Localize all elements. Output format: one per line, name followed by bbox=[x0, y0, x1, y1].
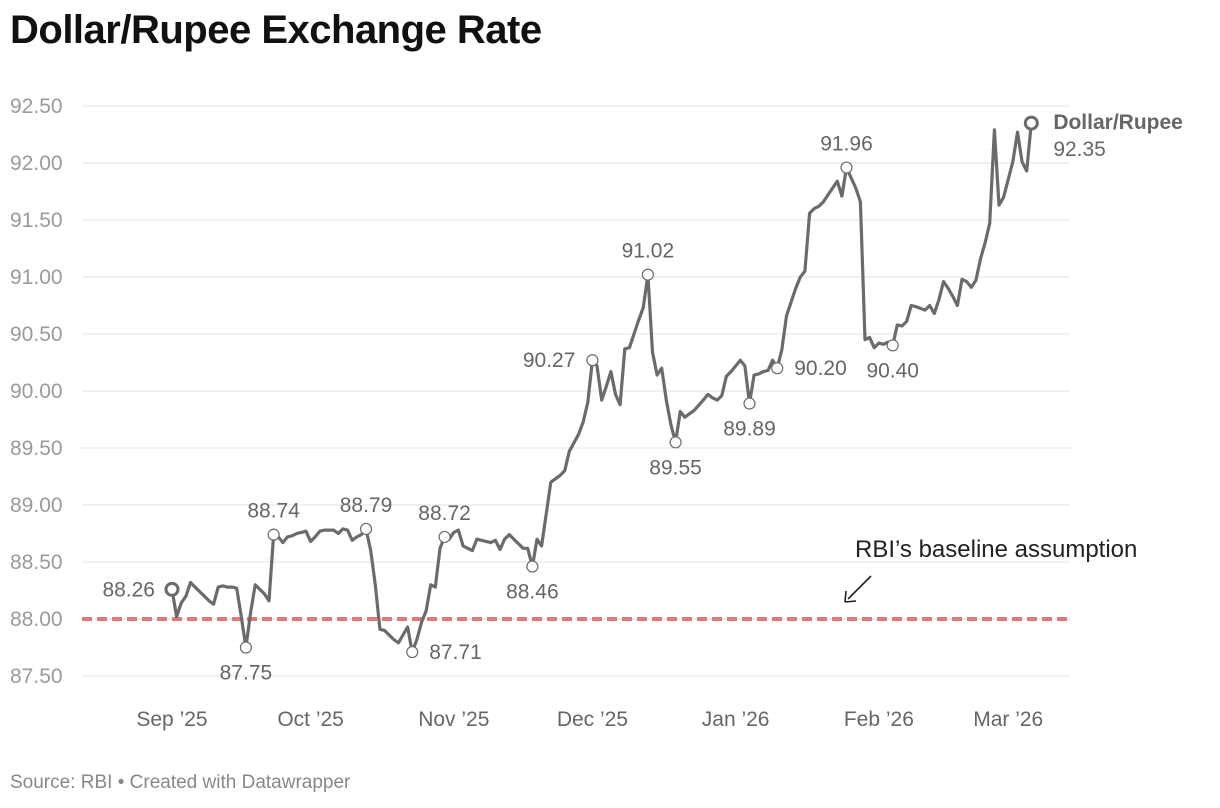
x-tick-label: Sep ’25 bbox=[136, 708, 207, 731]
reference-line-label: RBI’s baseline assumption bbox=[855, 536, 1137, 563]
chart-title: Dollar/Rupee Exchange Rate bbox=[10, 8, 542, 52]
y-tick-label: 87.50 bbox=[10, 665, 63, 688]
data-label: 88.46 bbox=[506, 581, 559, 604]
x-tick-label: Dec ’25 bbox=[557, 708, 628, 731]
point-marker bbox=[239, 641, 253, 654]
data-label: 88.79 bbox=[340, 494, 393, 517]
series-start-marker bbox=[164, 581, 180, 597]
y-tick-label: 88.00 bbox=[10, 608, 63, 631]
data-label: 91.96 bbox=[820, 133, 873, 156]
data-label: 91.02 bbox=[622, 240, 675, 263]
series-last-value-label: 92.35 bbox=[1053, 138, 1106, 161]
x-tick-label: Oct ’25 bbox=[277, 708, 344, 731]
series-name-label: Dollar/Rupee bbox=[1053, 111, 1183, 134]
point-marker bbox=[406, 645, 419, 659]
source-text: Source: RBI bbox=[10, 772, 113, 793]
y-tick-label: 90.00 bbox=[10, 380, 63, 403]
data-label: 87.75 bbox=[220, 662, 273, 685]
footer-separator: • bbox=[112, 772, 130, 793]
point-marker bbox=[438, 530, 451, 544]
point-marker bbox=[526, 560, 539, 573]
y-tick-label: 91.00 bbox=[10, 266, 63, 289]
y-tick-label: 91.50 bbox=[10, 209, 63, 232]
data-label: 89.55 bbox=[649, 456, 702, 479]
data-label: 90.20 bbox=[794, 357, 847, 380]
data-label: 88.26 bbox=[102, 578, 155, 601]
y-tick-label: 89.00 bbox=[10, 494, 63, 517]
data-label: 87.71 bbox=[429, 641, 482, 664]
footer: Source: RBI • Created with Datawrapper bbox=[10, 772, 350, 794]
x-tick-label: Mar ’26 bbox=[973, 708, 1043, 731]
x-tick-label: Jan ’26 bbox=[702, 708, 770, 731]
y-tick-label: 88.50 bbox=[10, 551, 63, 574]
series-end-marker bbox=[1023, 115, 1039, 131]
point-marker bbox=[669, 436, 682, 449]
data-label: 90.27 bbox=[523, 349, 576, 372]
point-marker bbox=[743, 397, 756, 410]
point-marker bbox=[886, 339, 899, 352]
point-marker bbox=[840, 161, 853, 174]
data-label: 90.40 bbox=[866, 359, 919, 382]
y-tick-label: 92.00 bbox=[10, 152, 63, 175]
series-line bbox=[170, 121, 1033, 654]
data-label: 88.72 bbox=[418, 502, 471, 525]
credit-link[interactable]: Created with Datawrapper bbox=[129, 772, 351, 793]
point-marker bbox=[267, 528, 280, 541]
data-label: 88.74 bbox=[247, 500, 300, 523]
x-tick-label: Feb ’26 bbox=[844, 708, 914, 731]
y-tick-label: 89.50 bbox=[10, 437, 63, 460]
y-tick-label: 90.50 bbox=[10, 323, 63, 346]
y-tick-label: 92.50 bbox=[10, 95, 63, 118]
annotation-arrow-head bbox=[844, 590, 857, 603]
point-marker bbox=[359, 522, 373, 536]
point-marker bbox=[586, 354, 599, 367]
point-marker bbox=[641, 268, 654, 281]
annotation-arrow-shaft bbox=[847, 575, 872, 600]
x-tick-label: Nov ’25 bbox=[418, 708, 489, 731]
data-label: 89.89 bbox=[723, 418, 776, 441]
point-marker bbox=[771, 362, 784, 375]
